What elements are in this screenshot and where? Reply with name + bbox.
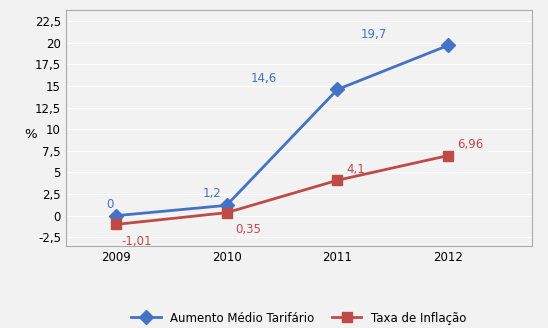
Text: 4,1: 4,1 [346, 163, 365, 176]
Line: Aumento Médio Tarifário: Aumento Médio Tarifário [111, 40, 453, 221]
Taxa de Inflação [112, 222, 119, 226]
Taxa de Inflação [334, 178, 341, 182]
Text: 6,96: 6,96 [457, 138, 483, 151]
Text: 0,35: 0,35 [236, 223, 261, 236]
Text: 14,6: 14,6 [250, 72, 277, 85]
Text: 19,7: 19,7 [361, 28, 387, 41]
Legend: Aumento Médio Tarifário, Taxa de Inflação: Aumento Médio Tarifário, Taxa de Inflaçã… [126, 307, 471, 328]
Taxa de Inflação [223, 211, 230, 215]
Taxa de Inflação [445, 154, 452, 157]
Text: 1,2: 1,2 [202, 187, 221, 200]
Aumento Médio Tarifário [112, 214, 119, 218]
Line: Taxa de Inflação: Taxa de Inflação [111, 151, 453, 229]
Aumento Médio Tarifário [445, 43, 452, 47]
Text: -1,01: -1,01 [121, 235, 152, 248]
Aumento Médio Tarifário [223, 203, 230, 207]
Aumento Médio Tarifário [334, 88, 341, 92]
Y-axis label: %: % [24, 128, 37, 141]
Text: 0: 0 [106, 197, 113, 211]
